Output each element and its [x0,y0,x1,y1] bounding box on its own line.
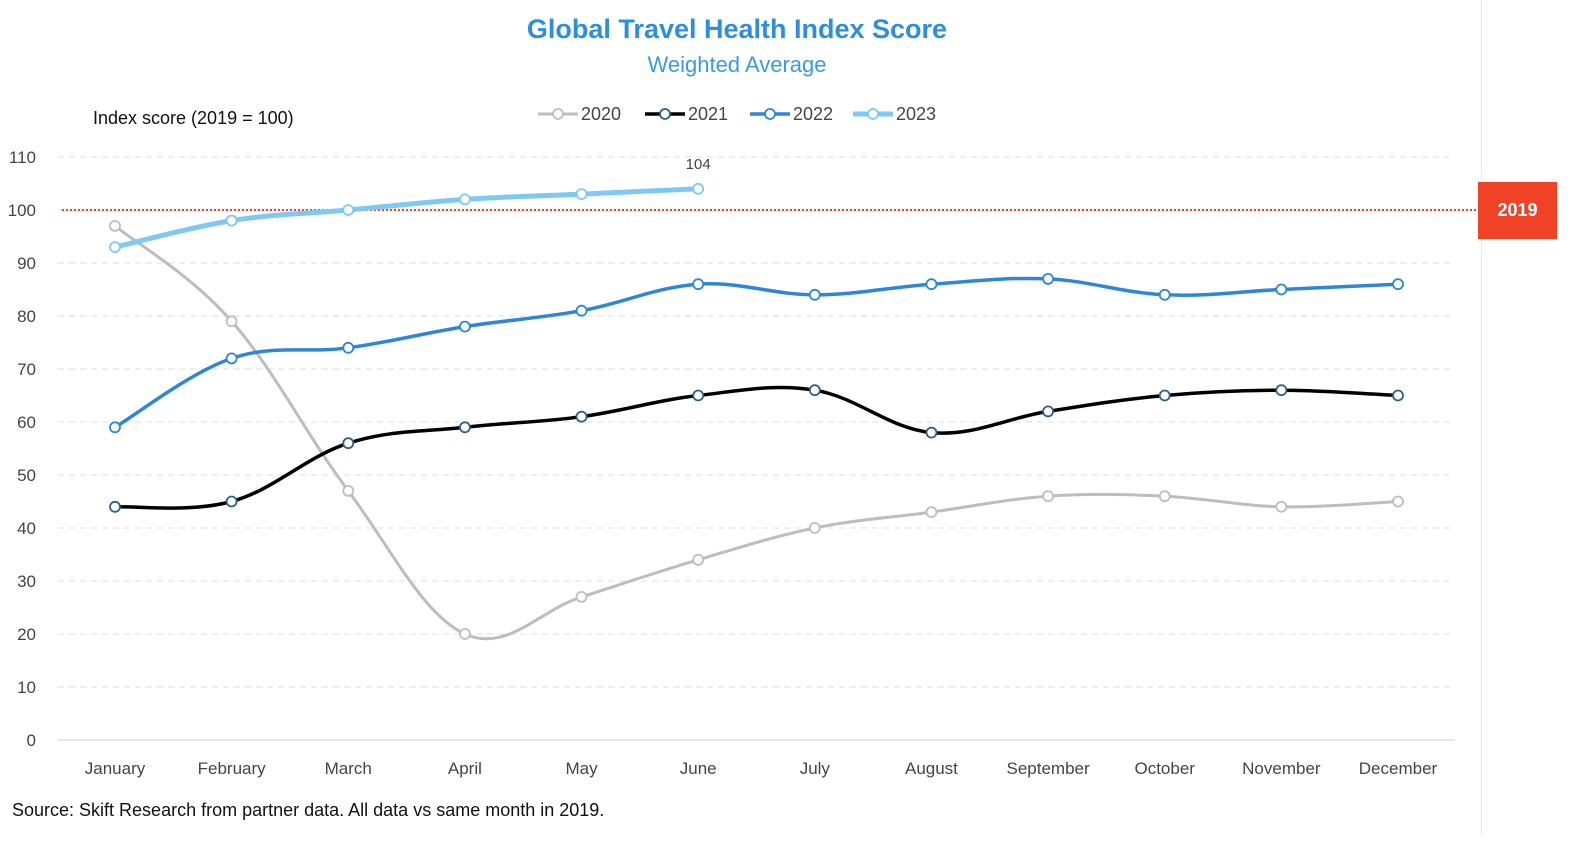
legend-label: 2023 [896,104,936,124]
y-tick-label: 20 [17,625,36,644]
data-point-2022 [1275,283,1288,296]
y-tick-label: 80 [17,307,36,326]
data-point-2021 [342,437,355,450]
data-point-2023 [459,193,471,206]
data-point-2020 [1275,500,1288,513]
legend-marker-2023 [867,108,879,120]
divider [1481,0,1482,835]
data-point-2022 [575,304,588,317]
y-tick-label: 100 [8,201,36,220]
data-point-2021 [109,500,121,513]
legend-label: 2020 [581,104,621,124]
x-tick-label: October [1134,759,1195,778]
data-point-2023 [225,214,238,227]
data-point-2023 [692,182,705,195]
data-point-2020 [692,553,705,566]
legend-marker-2020 [552,108,564,120]
data-point-2023 [575,188,588,201]
data-point-2022 [225,352,238,365]
series-line-2021 [114,385,1399,510]
data-point-2020 [1158,490,1171,503]
data-point-2022 [692,278,705,291]
data-point-2022 [808,288,821,301]
data-point-2023 [109,241,121,254]
x-tick-label: March [325,759,372,778]
x-tick-label: January [85,759,146,778]
data-point-2022 [1158,288,1171,301]
data-point-2020 [925,506,938,518]
series-line-2023 [114,186,699,250]
y-tick-label: 110 [9,148,36,167]
data-point-2020 [575,591,588,603]
x-tick-label: May [565,759,598,778]
data-point-2021 [692,389,705,402]
x-tick-label: August [905,759,958,778]
legend-marker-2021 [659,108,671,120]
data-point-2020 [342,484,355,497]
data-point-2020 [1042,490,1054,503]
data-point-2022 [342,341,355,354]
data-point-2022 [925,278,938,291]
x-tick-label: April [448,759,482,778]
data-point-2022 [109,421,121,434]
chart-subtitle: Weighted Average [647,52,827,77]
data-point-2020 [459,628,471,640]
data-point-2021 [575,410,588,423]
x-tick-label: September [1007,759,1090,778]
reference-line-label: 2019 [1478,182,1557,239]
data-point-2021 [808,384,821,397]
data-point-2023 [342,204,355,216]
x-tick-label: November [1242,759,1321,778]
chart-title: Global Travel Health Index Score [526,14,948,44]
legend-label: 2021 [688,104,728,124]
y-tick-label: 30 [17,572,36,591]
data-point-2020 [808,522,821,534]
y-axis-label: Index score (2019 = 100) [93,108,294,128]
data-point-2021 [1042,405,1054,418]
legend-marker-2022 [764,108,776,120]
y-tick-label: 10 [17,678,36,697]
data-point-2020 [1392,495,1404,508]
data-point-2022 [1392,278,1404,291]
line-chart: 0 10 20 30 40 50 60 70 80 90 100 110 January February… [8,104,1480,778]
x-tick-label: June [680,759,717,778]
y-tick-label: 90 [17,254,36,273]
data-point-2022 [459,320,471,333]
x-tick-label: December [1359,759,1438,778]
data-point-2021 [1158,389,1171,402]
legend-label: 2022 [793,104,833,124]
data-point-2020 [225,315,238,328]
y-tick-label: 70 [17,360,36,379]
data-point-2021 [225,495,238,508]
x-tick-label: July [800,759,831,778]
data-point-2020 [109,219,121,232]
y-tick-label: 60 [17,413,36,432]
data-point-2021 [459,421,471,434]
y-tick-label: 0 [27,731,36,750]
data-point-2021 [1275,384,1288,397]
series-line-2022 [114,276,1399,429]
y-tick-label: 50 [17,466,36,485]
y-tick-label: 40 [17,519,36,538]
data-point-2022 [1042,272,1054,285]
data-label: 104 [686,156,711,173]
data-point-2021 [1392,389,1404,402]
source-note: Source: Skift Research from partner data… [12,800,605,820]
x-tick-label: February [198,759,267,778]
data-point-2021 [925,426,938,439]
